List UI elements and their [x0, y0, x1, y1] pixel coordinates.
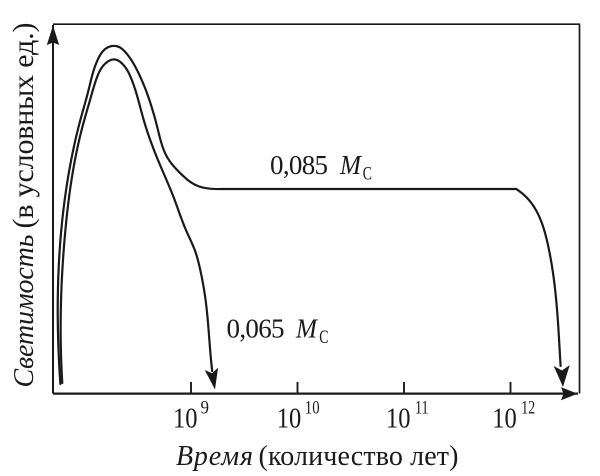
svg-text:(количество лет): (количество лет): [259, 441, 459, 472]
svg-text:Время: Время: [176, 441, 253, 472]
svg-text:9: 9: [201, 398, 210, 419]
svg-text:С: С: [363, 163, 372, 184]
svg-text:Светимость: Светимость: [9, 235, 40, 388]
svg-text:10: 10: [492, 404, 517, 435]
svg-text:0,065: 0,065: [227, 314, 285, 344]
svg-text:11: 11: [415, 398, 429, 419]
svg-text:10: 10: [305, 398, 320, 419]
svg-text:(в условных ед.): (в условных ед.): [7, 23, 40, 229]
svg-text:10: 10: [173, 404, 198, 435]
svg-text:10: 10: [277, 404, 302, 435]
svg-text:M: M: [339, 150, 362, 180]
svg-text:0,085: 0,085: [270, 150, 328, 180]
svg-text:С: С: [319, 327, 328, 348]
svg-text:12: 12: [521, 398, 535, 419]
svg-text:M: M: [295, 314, 318, 344]
svg-text:10: 10: [386, 404, 411, 435]
